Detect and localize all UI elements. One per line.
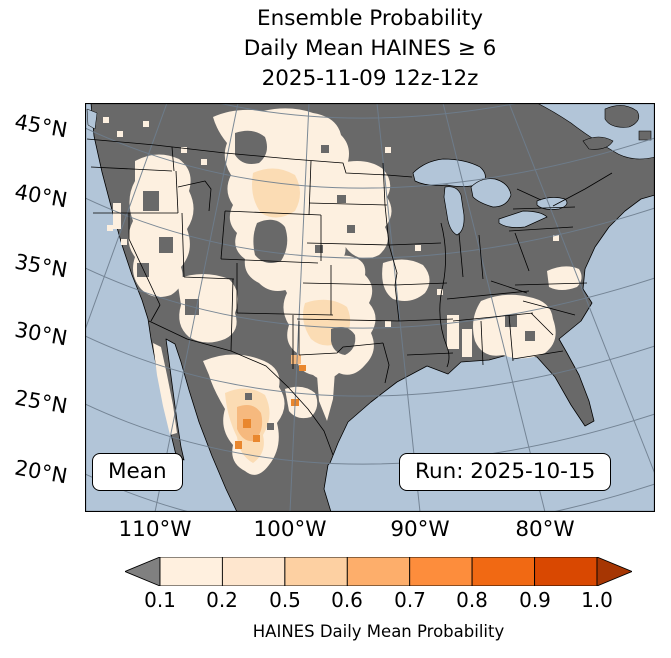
border-us-mexico	[148, 320, 334, 456]
parallel-30n	[85, 335, 655, 397]
lat-tick-label: 25°N	[12, 385, 70, 419]
prob-region-carolinas	[547, 266, 582, 290]
border-us-canada	[86, 138, 413, 178]
colorbar-segment	[284, 557, 348, 586]
island-nova-scotia	[582, 136, 614, 150]
puget-sound	[86, 108, 98, 130]
lat-tick-label: 30°N	[12, 317, 70, 351]
parallel-35n	[85, 267, 655, 329]
graticule	[85, 103, 655, 512]
map-plot-area	[85, 103, 655, 512]
lake-michigan	[443, 186, 465, 236]
colorbar-segment	[534, 557, 598, 586]
lake-huron	[470, 178, 512, 208]
parallel-40n	[85, 197, 655, 259]
parallel-20n	[85, 473, 655, 512]
state-borders	[90, 146, 588, 384]
prob-mid-montana	[252, 168, 300, 218]
great-lakes	[412, 158, 568, 236]
title-line-1: Ensemble Probability	[257, 6, 483, 31]
sub-threshold-patches	[137, 130, 535, 430]
lat-tick-label: 20°N	[12, 455, 70, 489]
mean-annotation-box: Mean	[92, 453, 183, 491]
colorbar-tick-label: 0.7	[394, 588, 426, 612]
lat-tick-label: 40°N	[12, 179, 70, 213]
colorbar	[125, 557, 632, 586]
prob-speckles	[103, 117, 559, 327]
colorbar-segment	[409, 557, 473, 586]
prob-region-ozarks	[382, 259, 430, 301]
lake-erie	[498, 210, 548, 228]
lon-tick-label: 90°W	[390, 517, 450, 542]
prob-region-south-texas	[317, 371, 335, 421]
political-borders	[86, 138, 613, 456]
colorbar-tick-label: 0.5	[269, 588, 301, 612]
parallel-45n	[85, 127, 655, 189]
colorbar-tick-label: 0.6	[331, 588, 363, 612]
colorbar-under-arrow	[125, 557, 161, 586]
parallel-50n	[216, 103, 522, 119]
title-line-2: Daily Mean HAINES ≥ 6	[243, 36, 497, 61]
meridian-80w	[442, 103, 546, 512]
lake-ontario	[536, 197, 568, 210]
run-annotation-box: Run: 2025-10-15	[399, 453, 612, 491]
prob-region-baja	[153, 343, 177, 435]
run-annotation-text: Run: 2025-10-15	[415, 459, 596, 484]
meridian-70w	[508, 103, 655, 475]
colorbar-segment	[346, 557, 411, 586]
lon-tick-label: 100°W	[253, 517, 327, 542]
colorbar-segment	[221, 557, 286, 586]
colorbar-over-arrow	[596, 557, 632, 586]
meridian-100w	[289, 103, 310, 512]
colorbar-tick-label: 1.0	[581, 588, 613, 612]
lon-tick-label: 110°W	[118, 517, 192, 542]
meridian-110w	[154, 103, 239, 512]
title-line-3: 2025-11-09 12z-12z	[261, 66, 479, 91]
colorbar-tick-label: 0.2	[206, 588, 238, 612]
colorbar-segment	[471, 557, 535, 586]
colorbar-tick-label: 0.9	[519, 588, 551, 612]
colorbar-label: HAINES Daily Mean Probability	[252, 622, 505, 641]
atlantic-northeast-water	[86, 103, 655, 160]
meridian-120w	[85, 103, 168, 331]
mean-annotation-text: Mean	[108, 459, 167, 484]
parallel-25n	[85, 403, 655, 465]
conus-map	[85, 103, 655, 512]
axes-frame	[85, 103, 655, 512]
lon-tick-label: 80°W	[515, 517, 575, 542]
chart-title: Ensemble Probability Daily Mean HAINES ≥…	[85, 4, 655, 94]
probability-shading	[103, 108, 582, 475]
lat-tick-label: 45°N	[12, 109, 70, 143]
island-newfoundland	[604, 105, 640, 128]
lake-superior	[412, 158, 486, 187]
prob-region-plains-east	[337, 161, 392, 259]
colorbar-tick-label: 0.1	[144, 588, 176, 612]
colorbar-segment	[159, 557, 223, 586]
meridian-90w	[376, 103, 421, 512]
colorbar-tick-label: 0.8	[456, 588, 488, 612]
prob-region-southwest	[177, 274, 238, 343]
lat-tick-label: 35°N	[12, 249, 70, 283]
